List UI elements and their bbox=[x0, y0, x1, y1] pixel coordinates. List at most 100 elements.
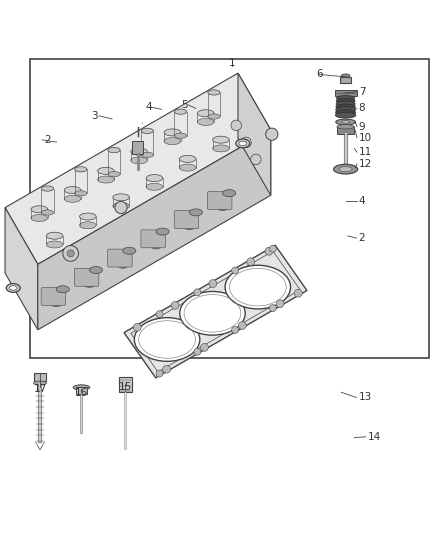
Ellipse shape bbox=[84, 281, 95, 287]
Ellipse shape bbox=[189, 209, 202, 216]
Ellipse shape bbox=[64, 195, 81, 203]
Ellipse shape bbox=[151, 243, 161, 249]
Ellipse shape bbox=[131, 157, 148, 164]
Circle shape bbox=[269, 245, 276, 252]
Ellipse shape bbox=[46, 232, 63, 239]
Text: 8: 8 bbox=[359, 103, 365, 114]
Circle shape bbox=[201, 343, 208, 351]
Ellipse shape bbox=[213, 136, 229, 143]
Ellipse shape bbox=[217, 205, 228, 211]
Text: 1: 1 bbox=[229, 59, 235, 68]
Text: 4: 4 bbox=[146, 102, 152, 112]
Text: 6: 6 bbox=[316, 69, 323, 79]
Circle shape bbox=[276, 300, 284, 308]
Circle shape bbox=[269, 304, 276, 312]
FancyBboxPatch shape bbox=[41, 287, 66, 305]
Polygon shape bbox=[238, 73, 271, 195]
Bar bbox=[132, 141, 143, 154]
Ellipse shape bbox=[9, 286, 17, 290]
Polygon shape bbox=[124, 245, 307, 378]
FancyBboxPatch shape bbox=[141, 230, 166, 248]
Circle shape bbox=[251, 154, 261, 165]
Circle shape bbox=[232, 267, 239, 274]
Circle shape bbox=[162, 365, 170, 373]
Circle shape bbox=[266, 128, 278, 140]
FancyBboxPatch shape bbox=[208, 191, 232, 209]
Ellipse shape bbox=[174, 109, 187, 114]
Text: 3: 3 bbox=[91, 111, 98, 121]
Ellipse shape bbox=[342, 120, 350, 123]
Ellipse shape bbox=[336, 112, 356, 118]
Ellipse shape bbox=[198, 118, 214, 125]
Ellipse shape bbox=[180, 156, 196, 163]
Ellipse shape bbox=[80, 222, 96, 229]
Bar bbox=[119, 376, 132, 392]
Ellipse shape bbox=[184, 224, 194, 230]
Ellipse shape bbox=[131, 148, 148, 155]
Text: 12: 12 bbox=[359, 159, 372, 169]
Ellipse shape bbox=[56, 286, 69, 293]
Ellipse shape bbox=[223, 190, 236, 197]
Text: 13: 13 bbox=[359, 392, 372, 402]
Ellipse shape bbox=[198, 110, 214, 117]
Circle shape bbox=[133, 324, 141, 331]
Ellipse shape bbox=[336, 104, 355, 110]
Circle shape bbox=[265, 247, 273, 255]
Ellipse shape bbox=[33, 381, 46, 385]
Ellipse shape bbox=[213, 145, 229, 152]
Text: 17: 17 bbox=[33, 384, 46, 394]
Ellipse shape bbox=[336, 101, 355, 107]
Ellipse shape bbox=[113, 203, 129, 209]
FancyBboxPatch shape bbox=[108, 249, 132, 267]
Ellipse shape bbox=[339, 166, 352, 172]
Ellipse shape bbox=[336, 99, 355, 104]
Circle shape bbox=[231, 120, 241, 131]
Bar bbox=[34, 373, 46, 381]
Text: 9: 9 bbox=[359, 122, 365, 132]
Circle shape bbox=[194, 289, 201, 296]
Ellipse shape bbox=[98, 176, 114, 183]
Ellipse shape bbox=[98, 167, 114, 174]
Ellipse shape bbox=[80, 213, 96, 220]
Ellipse shape bbox=[51, 301, 61, 306]
Ellipse shape bbox=[239, 141, 247, 146]
Ellipse shape bbox=[113, 194, 129, 201]
Ellipse shape bbox=[341, 74, 350, 77]
Text: 11: 11 bbox=[359, 147, 372, 157]
Polygon shape bbox=[38, 130, 271, 330]
Circle shape bbox=[241, 137, 251, 148]
Polygon shape bbox=[5, 207, 38, 330]
Ellipse shape bbox=[134, 318, 200, 361]
Text: 7: 7 bbox=[359, 87, 365, 97]
FancyBboxPatch shape bbox=[74, 268, 99, 286]
Ellipse shape bbox=[46, 241, 63, 248]
Circle shape bbox=[63, 246, 78, 261]
Ellipse shape bbox=[41, 186, 53, 191]
Ellipse shape bbox=[141, 152, 153, 158]
Ellipse shape bbox=[208, 90, 220, 95]
Ellipse shape bbox=[164, 138, 181, 144]
Circle shape bbox=[232, 326, 239, 333]
Ellipse shape bbox=[236, 139, 250, 148]
Circle shape bbox=[115, 201, 127, 214]
Ellipse shape bbox=[180, 292, 245, 335]
Ellipse shape bbox=[146, 183, 162, 190]
Bar bbox=[340, 77, 351, 83]
Ellipse shape bbox=[208, 114, 220, 119]
Circle shape bbox=[238, 321, 246, 329]
Ellipse shape bbox=[64, 187, 81, 193]
Text: 4: 4 bbox=[359, 196, 365, 206]
Ellipse shape bbox=[41, 210, 53, 215]
Text: 16: 16 bbox=[75, 388, 88, 398]
Text: 2: 2 bbox=[359, 233, 365, 243]
Ellipse shape bbox=[108, 172, 120, 177]
Circle shape bbox=[171, 302, 179, 309]
Ellipse shape bbox=[123, 247, 136, 254]
Ellipse shape bbox=[174, 133, 187, 138]
Ellipse shape bbox=[31, 214, 48, 222]
Text: 5: 5 bbox=[181, 100, 187, 110]
Ellipse shape bbox=[31, 206, 48, 213]
Ellipse shape bbox=[74, 167, 87, 172]
Circle shape bbox=[67, 250, 74, 257]
Bar bbox=[30, 59, 428, 358]
